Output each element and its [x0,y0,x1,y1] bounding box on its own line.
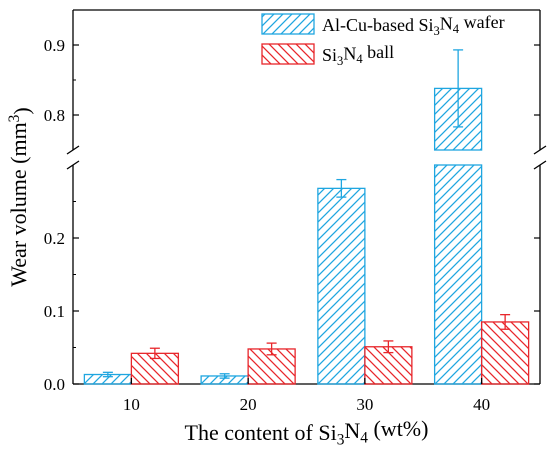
plot-area: 0.0 0.1 0.2 0.8 0.9 10 20 30 40 The content of Si… [6,9,547,449]
bar-1 [480,321,530,385]
x-tick-label: 40 [473,395,490,414]
y-tick-label: 0.0 [44,375,65,394]
y-tick-label: 0.2 [44,229,65,248]
y-axis-title: Wear volume (mm3​) [6,107,34,286]
axis-break-mark [66,145,80,155]
x-tick-label: 10 [123,395,140,414]
axis-break-mark [533,160,547,170]
legend-label-0: Al-Cu-based Si3​N4​ wafer [322,12,505,38]
x-axis-title: The content of Si3​N4​ (wt%) [185,416,429,449]
bar-0 [317,187,366,385]
legend-swatch-0 [261,13,315,35]
x-tick-label: 30 [356,395,373,414]
y-tick-label: 0.8 [44,106,65,125]
y-tick-label: 0.9 [44,36,65,55]
bar-0-lower [433,164,483,385]
legend-swatch-1 [261,43,315,65]
y-tick-label: 0.1 [44,302,65,321]
x-tick-label: 20 [240,395,257,414]
axis-break-mark [66,160,80,170]
legend-label-1: Si3​N4​ ball [322,42,394,68]
axis-break-mark [533,145,547,155]
